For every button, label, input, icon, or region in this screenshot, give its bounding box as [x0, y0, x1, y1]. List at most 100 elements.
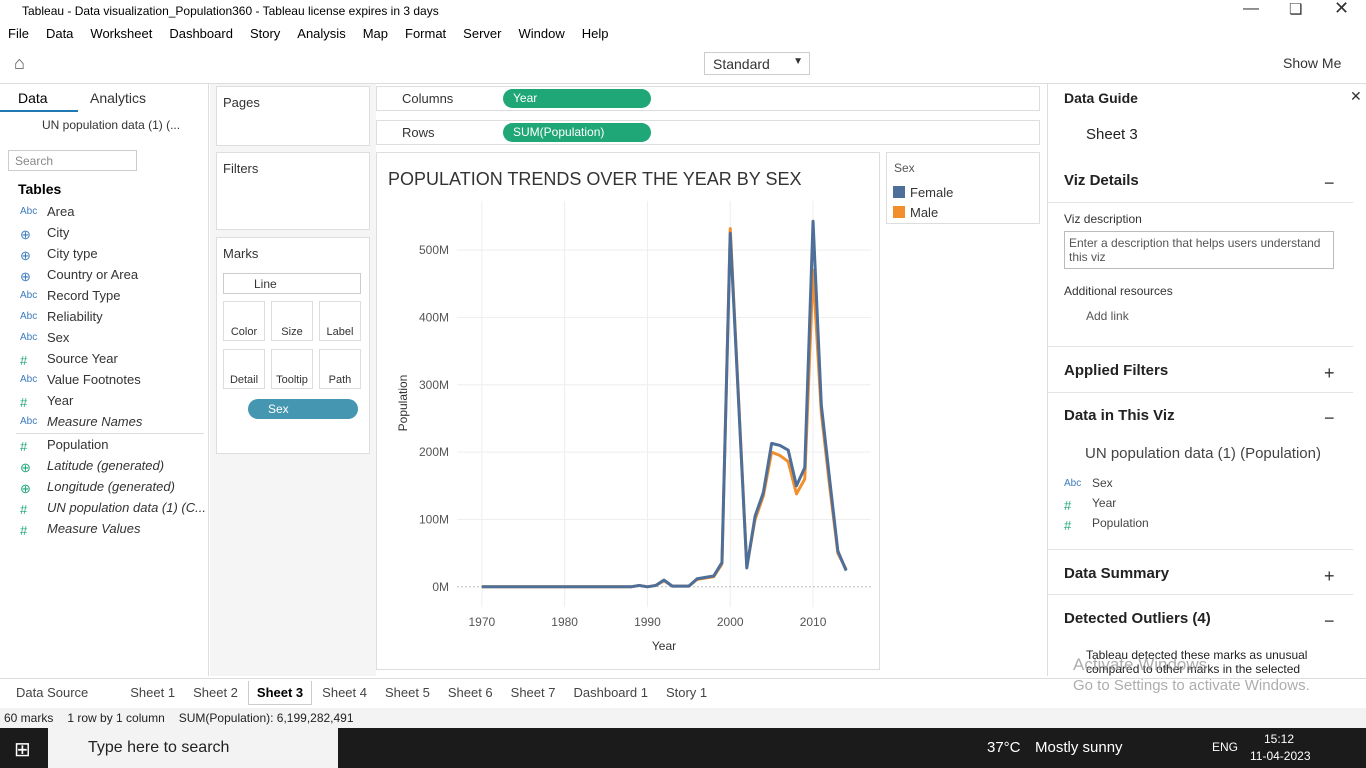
- field-icon: Abc: [20, 374, 38, 385]
- field-name[interactable]: City: [47, 225, 70, 240]
- title-bar: Tableau - Data visualization_Population3…: [0, 0, 1366, 22]
- legend-label[interactable]: Female: [910, 185, 954, 200]
- x-axis-label: Year: [652, 639, 676, 653]
- section-toggle[interactable]: −: [1324, 408, 1335, 428]
- field-icon: #: [20, 353, 28, 368]
- menu-item[interactable]: Dashboard: [169, 26, 233, 41]
- guide-text[interactable]: Detected Outliers (4): [1064, 610, 1211, 627]
- shelf-title: Marks: [223, 246, 259, 261]
- menu-item[interactable]: Format: [405, 26, 447, 41]
- menu-item[interactable]: Data: [45, 26, 74, 41]
- mark-button[interactable]: Label: [319, 301, 361, 341]
- field-name[interactable]: Longitude (generated): [47, 479, 175, 494]
- pane-tab[interactable]: Data: [18, 90, 48, 106]
- divider: [1048, 549, 1353, 550]
- home-icon[interactable]: ⌂: [14, 53, 25, 73]
- search-box[interactable]: Type here to search: [48, 728, 338, 768]
- sheet-tab[interactable]: Sheet 2: [193, 685, 238, 700]
- field-name[interactable]: City type: [47, 246, 98, 261]
- field-name[interactable]: Latitude (generated): [47, 458, 165, 473]
- columns-label: Columns: [402, 91, 454, 106]
- field-icon: ⊕: [20, 460, 31, 475]
- sheet-tab[interactable]: Sheet 7: [510, 685, 556, 700]
- fit-dropdown[interactable]: Standard ▼: [704, 52, 810, 75]
- separator: [16, 433, 204, 434]
- x-tick-label: 1990: [634, 615, 661, 629]
- section-toggle[interactable]: −: [1324, 611, 1335, 631]
- mark-button[interactable]: Detail: [223, 349, 265, 389]
- sheet-tab[interactable]: Story 1: [665, 685, 708, 700]
- menu-item[interactable]: Map: [362, 26, 388, 41]
- field-icon: Abc: [20, 290, 38, 301]
- sheet-tab[interactable]: Sheet 5: [385, 685, 430, 700]
- menu-item[interactable]: Server: [463, 26, 502, 41]
- guide-text: Year: [1092, 496, 1117, 510]
- menu-bar: File Data Worksheet Dashboard Story Analysis M…: [8, 26, 608, 41]
- section-toggle[interactable]: +: [1324, 363, 1335, 383]
- sheet-tab[interactable]: Sheet 3: [247, 680, 313, 705]
- x-tick-label: 1980: [551, 615, 578, 629]
- series-line: [481, 219, 848, 589]
- status-item: 60 marks: [4, 711, 54, 725]
- field-name[interactable]: Country or Area: [47, 267, 139, 282]
- field-name[interactable]: Population: [47, 437, 109, 452]
- field-icon: ⊕: [20, 269, 31, 284]
- field-name[interactable]: Record Type: [47, 288, 121, 303]
- sheet-tab[interactable]: Data Source: [16, 685, 89, 700]
- guide-text: Sex: [1092, 476, 1113, 490]
- mark-button[interactable]: Color: [223, 301, 265, 341]
- sheet-tab[interactable]: Dashboard 1: [573, 685, 648, 700]
- shelves: Pages Filters Marks Line Color Size Label Detai…: [210, 84, 376, 676]
- menu-item[interactable]: Window: [518, 26, 565, 41]
- field-name[interactable]: Area: [47, 204, 75, 219]
- minimize[interactable]: —: [1243, 0, 1259, 17]
- rows-pill[interactable]: SUM(Population): [503, 123, 651, 142]
- columns-pill[interactable]: Year: [503, 89, 651, 108]
- menu-item[interactable]: Story: [249, 26, 281, 41]
- guide-text[interactable]: Applied Filters: [1064, 362, 1169, 379]
- menu-item[interactable]: File: [8, 26, 29, 41]
- field-icon: ⊕: [20, 481, 31, 496]
- menu-item[interactable]: Help: [581, 26, 609, 41]
- field-name[interactable]: UN population data (1) (C...: [47, 500, 206, 515]
- maximize[interactable]: ❏: [1289, 1, 1303, 18]
- legend: Sex Female Male: [886, 152, 1040, 224]
- close[interactable]: ✕: [1334, 0, 1350, 18]
- mark-button[interactable]: Tooltip: [271, 349, 313, 389]
- mark-button[interactable]: Size: [271, 301, 313, 341]
- menu-item[interactable]: Worksheet: [90, 26, 153, 41]
- field-name[interactable]: Measure Values: [47, 521, 141, 536]
- field-name[interactable]: Value Footnotes: [47, 372, 141, 387]
- start-button[interactable]: ⊞: [14, 739, 31, 761]
- field-name[interactable]: Measure Names: [47, 414, 143, 429]
- show-me[interactable]: Show Me: [1283, 55, 1342, 71]
- section-toggle[interactable]: +: [1324, 566, 1335, 586]
- sheet-tab[interactable]: Sheet 4: [322, 685, 367, 700]
- menu-item[interactable]: Analysis: [297, 26, 346, 41]
- search-box[interactable]: Search: [8, 150, 137, 171]
- data-source[interactable]: UN population data (1) (...: [42, 118, 181, 132]
- mark-type[interactable]: Line: [223, 273, 361, 294]
- field-name[interactable]: Sex: [47, 330, 70, 345]
- pane-tab[interactable]: Analytics: [90, 90, 147, 106]
- guide-text[interactable]: Viz Details: [1064, 172, 1139, 189]
- shelf-card: Marks Line Color Size Label Detail Tooltip Path…: [216, 237, 370, 454]
- field-name[interactable]: Source Year: [47, 351, 118, 366]
- guide-text[interactable]: Data Summary: [1064, 565, 1170, 582]
- y-tick-label: 400M: [419, 310, 449, 324]
- field-name[interactable]: Reliability: [47, 309, 103, 324]
- mark-button[interactable]: Path: [319, 349, 361, 389]
- legend-swatch: [893, 206, 905, 218]
- color-pill[interactable]: Sex: [248, 399, 358, 419]
- section-toggle[interactable]: −: [1324, 173, 1335, 193]
- guide-close[interactable]: ✕: [1350, 88, 1362, 104]
- search-placeholder: Search: [15, 154, 54, 168]
- sheet-tab[interactable]: Sheet 1: [130, 685, 176, 700]
- guide-text[interactable]: Add link: [1086, 309, 1129, 323]
- guide-text[interactable]: Data in This Viz: [1064, 407, 1175, 424]
- field-name[interactable]: Year: [47, 393, 74, 408]
- guide-text: UN population data (1) (Population): [1085, 445, 1321, 462]
- sheet-tab[interactable]: Sheet 6: [447, 685, 493, 700]
- legend-label[interactable]: Male: [910, 205, 939, 220]
